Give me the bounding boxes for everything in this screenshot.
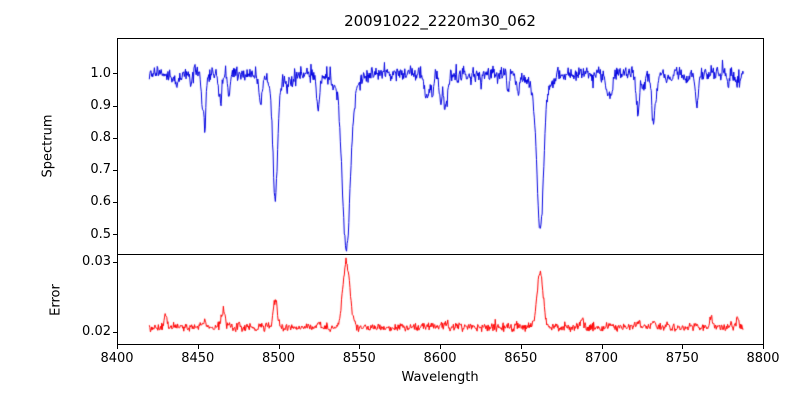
x-tick [763, 345, 764, 349]
x-tick-label: 8500 [261, 351, 296, 366]
y-tick-label: 0.02 [82, 324, 111, 340]
y-tick-label: 0.6 [90, 194, 111, 210]
y-tick [113, 169, 117, 171]
x-tick-label: 8800 [746, 351, 780, 366]
y-tick [113, 331, 117, 333]
y-tick-label: 1.0 [90, 65, 111, 81]
y-tick [113, 73, 117, 75]
chart-title: 20091022_2220m30_062 [344, 12, 536, 30]
y-tick [113, 137, 117, 139]
x-tick [117, 345, 118, 349]
x-tick [601, 345, 603, 349]
x-axis-label: Wavelength [401, 370, 479, 385]
x-tick-label: 8650 [504, 351, 538, 366]
x-tick [359, 345, 361, 349]
x-tick-label: 8400 [100, 351, 134, 366]
x-tick-label: 8550 [342, 351, 376, 366]
x-tick [440, 345, 441, 349]
y-tick [113, 201, 117, 203]
y-tick [113, 261, 117, 263]
spectrum-axis-label: Spectrum [40, 114, 56, 178]
y-tick-label: 0.9 [90, 98, 111, 113]
x-tick-label: 8450 [181, 351, 215, 366]
x-tick [278, 345, 280, 349]
x-tick [682, 345, 684, 349]
x-tick [520, 345, 522, 349]
y-tick-label: 0.5 [90, 226, 111, 242]
x-tick [197, 345, 199, 349]
y-tick [113, 105, 117, 107]
x-tick-label: 8600 [423, 351, 457, 366]
y-tick-label: 0.8 [90, 130, 111, 146]
y-tick [113, 234, 117, 236]
y-tick-label: 0.03 [82, 254, 111, 270]
x-tick-label: 8700 [584, 351, 619, 366]
error-axis-label: Error [48, 284, 64, 316]
x-tick-label: 8750 [665, 351, 699, 366]
y-tick-label: 0.7 [90, 162, 111, 178]
